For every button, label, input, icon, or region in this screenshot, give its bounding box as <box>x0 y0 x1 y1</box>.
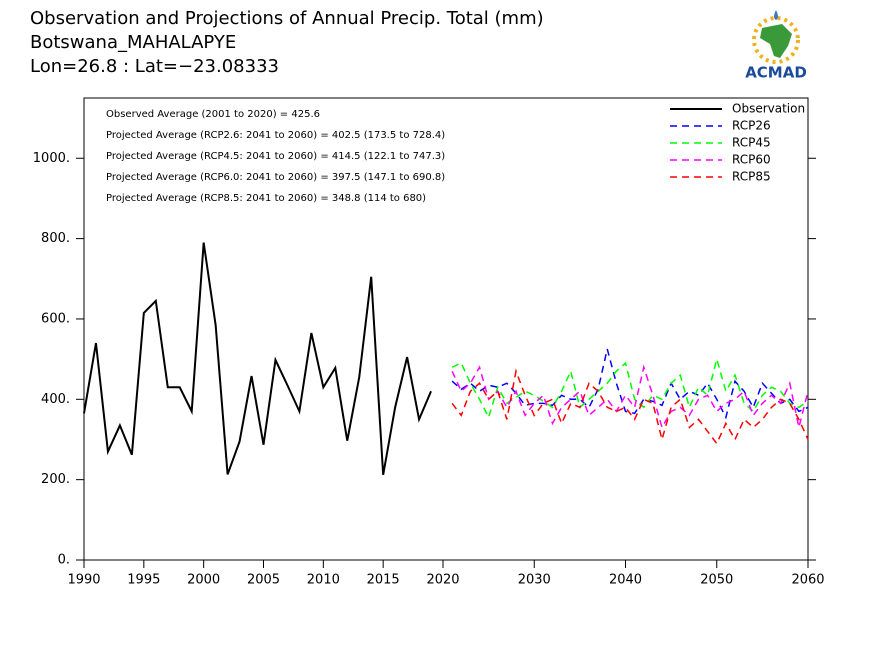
y-tick-label: 1000. <box>33 151 70 166</box>
y-tick-label: 0. <box>58 553 70 568</box>
legend-label: RCP85 <box>732 170 771 184</box>
series-line <box>451 356 809 420</box>
annotation: Projected Average (RCP6.0: 2041 to 2060)… <box>106 172 445 183</box>
x-tick-label: 2000 <box>187 573 220 588</box>
x-tick-label: 2010 <box>307 573 340 588</box>
annotation: Projected Average (RCP4.5: 2041 to 2060)… <box>106 151 445 162</box>
x-tick-label: 2020 <box>426 573 459 588</box>
y-tick-label: 600. <box>41 311 70 326</box>
y-tick-label: 200. <box>41 472 70 487</box>
y-tick-label: 800. <box>41 231 70 246</box>
annotation: Observed Average (2001 to 2020) = 425.6 <box>106 109 320 120</box>
annotation: Projected Average (RCP8.5: 2041 to 2060)… <box>106 193 426 204</box>
location: Lon=26.8 : Lat=−23.08333 <box>30 56 279 77</box>
series-line <box>451 364 809 430</box>
legend-label: Observation <box>732 102 805 116</box>
x-tick-label: 2050 <box>700 573 733 588</box>
x-tick-label: 1990 <box>67 573 100 588</box>
logo: ACMAD <box>745 10 807 82</box>
series-line <box>451 368 809 445</box>
x-tick-label: 2030 <box>518 573 551 588</box>
series-line <box>83 242 432 476</box>
x-tick-label: 2005 <box>247 573 280 588</box>
plot-frame <box>83 97 809 561</box>
y-tick-label: 400. <box>41 392 70 407</box>
series-line <box>451 348 809 420</box>
legend-label: RCP26 <box>732 119 771 133</box>
x-tick-label: 2015 <box>367 573 400 588</box>
legend-label: RCP60 <box>732 153 771 167</box>
x-tick-label: 2040 <box>609 573 642 588</box>
chart-subtitle: Botswana_MAHALAPYE <box>30 32 236 53</box>
x-tick-label: 1995 <box>127 573 160 588</box>
chart-title: Observation and Projections of Annual Pr… <box>30 8 544 29</box>
logo-text: ACMAD <box>745 64 807 82</box>
legend-label: RCP45 <box>732 136 771 150</box>
annotation: Projected Average (RCP2.6: 2041 to 2060)… <box>106 130 445 141</box>
x-tick-label: 2060 <box>791 573 824 588</box>
